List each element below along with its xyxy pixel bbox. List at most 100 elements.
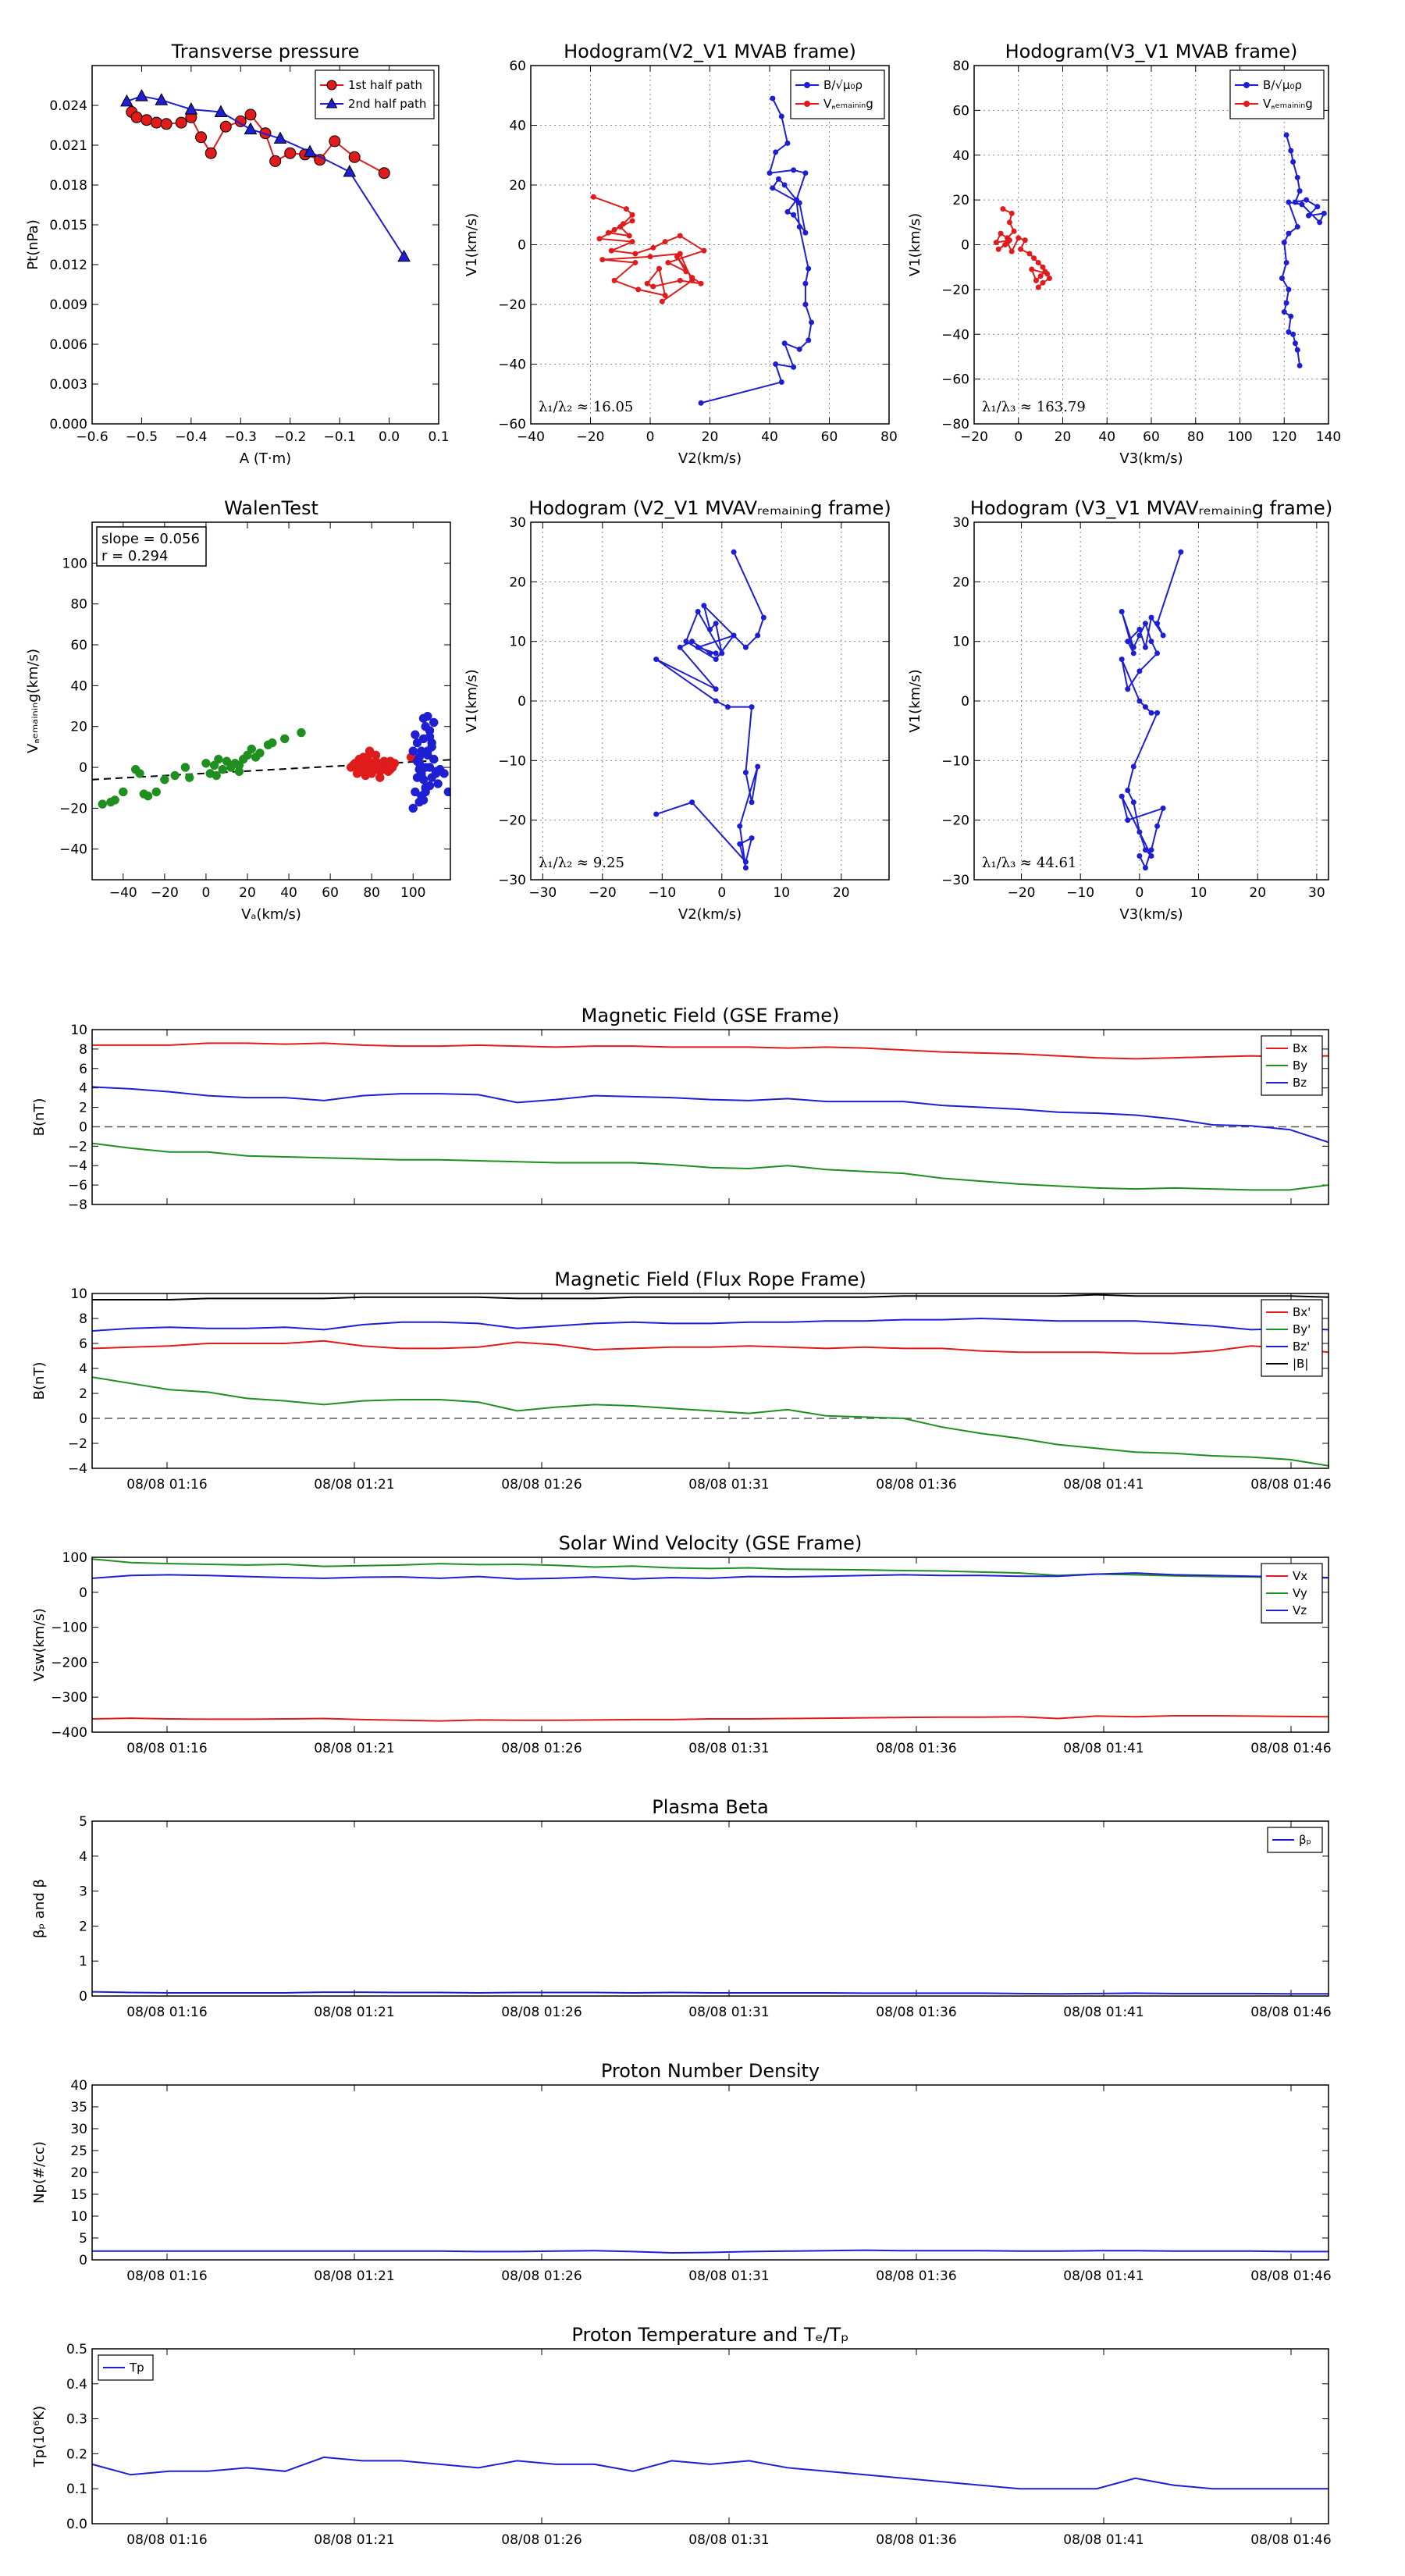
x-tick-label: 08/08 01:16 [126, 2532, 207, 2548]
x-tick-label: −0.6 [76, 429, 108, 445]
chart-title: Hodogram(V3_V1 MVAB frame) [1005, 41, 1298, 62]
series-marker [742, 859, 749, 865]
legend-label: V₏ₑₘₐᵢₙᵢₙg [1263, 97, 1313, 111]
series-marker [1142, 644, 1148, 650]
x-tick-label: −0.1 [324, 429, 356, 445]
series-marker [1286, 199, 1292, 205]
series-marker [378, 167, 390, 180]
legend-box [315, 69, 435, 119]
x-tick-label: 20 [702, 429, 719, 445]
series-marker [150, 116, 162, 129]
series-marker [791, 212, 797, 218]
x-axis-label: V2(km/s) [678, 906, 742, 923]
y-tick-label: 2 [79, 1101, 87, 1116]
plot-frame [91, 521, 451, 881]
series-marker [802, 280, 809, 286]
y-tick-label: −8 [68, 1197, 87, 1213]
chart-ts_tp: 0.0 0.1 0.2 0.3 0.4 0.5 08/08 01:16 08/08 01:21… [31, 2324, 1332, 2548]
chart-title: Magnetic Field (Flux Rope Frame) [554, 1268, 866, 1290]
series-marker [140, 114, 153, 126]
series-marker [677, 233, 683, 239]
series-marker [1040, 264, 1046, 270]
x-tick-label: 08/08 01:36 [876, 1741, 956, 1756]
series-marker [784, 140, 791, 146]
series-marker [1160, 805, 1166, 811]
x-tick-label: 08/08 01:36 [876, 2532, 956, 2548]
scatter-point-green [247, 744, 257, 754]
x-tick-label: 08/08 01:41 [1063, 1741, 1144, 1756]
series-marker [1281, 309, 1287, 315]
y-tick-label: −6 [68, 1178, 87, 1194]
plot-area [92, 1558, 1329, 1722]
series-line-Bz [92, 1086, 1329, 1144]
series-marker [719, 650, 725, 656]
legend-label: B/√μ₀ρ [1263, 78, 1302, 92]
scatter-point-green [268, 738, 277, 748]
scatter-point-blue [412, 756, 422, 766]
series-line-Bz' [92, 1317, 1329, 1332]
plot-area [590, 95, 815, 406]
x-tick-label: 08/08 01:31 [688, 2005, 769, 2020]
plot-frame [91, 2348, 1329, 2524]
y-tick-label: 0 [518, 238, 526, 254]
series-marker [1321, 210, 1327, 216]
series-marker [802, 229, 809, 236]
legend-marker [804, 82, 810, 88]
series-marker [802, 170, 809, 176]
legend-box [790, 69, 885, 119]
y-tick-label: 0.5 [66, 2342, 87, 2357]
series-marker [629, 239, 635, 245]
scatter-point-blue [411, 787, 420, 797]
series-line-1 [126, 95, 405, 258]
y-tick-label: 20 [509, 575, 526, 590]
y-tick-label: 0 [79, 1119, 87, 1135]
y-tick-label: 10 [70, 1286, 87, 1302]
scatter-point-green [119, 787, 128, 797]
x-tick-label: 80 [363, 885, 380, 901]
y-axis-label: βₚ and β [31, 1879, 48, 1938]
y-tick-label: 100 [62, 1550, 87, 1566]
series-marker [214, 105, 228, 117]
series-marker [701, 247, 707, 254]
series-marker [742, 770, 749, 776]
chart-title: WalenTest [224, 497, 318, 519]
series-marker [1022, 237, 1028, 244]
x-tick-label: 0.1 [428, 429, 449, 445]
scatter-point-green [297, 728, 306, 738]
chart-title: Solar Wind Velocity (GSE Frame) [559, 1532, 863, 1554]
series-marker [695, 644, 701, 650]
series-marker [775, 176, 781, 182]
series-marker [343, 164, 357, 177]
legend-marker [1243, 101, 1250, 107]
series-marker [737, 823, 743, 829]
ratio-annotation: λ₁/λ₃ ≈ 44.61 [982, 855, 1076, 871]
scatter-point-green [170, 770, 180, 781]
x-tick-label: −0.3 [225, 429, 257, 445]
series-marker [647, 254, 653, 260]
x-tick-label: 20 [833, 885, 850, 901]
series-marker [1154, 621, 1161, 627]
y-tick-label: 0.015 [49, 218, 87, 233]
series-marker [1119, 793, 1125, 799]
series-marker [1011, 228, 1017, 234]
scatter-point-green [160, 775, 169, 785]
series-marker [195, 131, 208, 144]
scatter-point-red [389, 759, 400, 768]
x-tick-label: 08/08 01:31 [688, 1741, 769, 1756]
y-tick-label: −100 [51, 1621, 87, 1636]
series-marker [650, 283, 656, 290]
series-marker [130, 111, 143, 123]
series-marker [698, 280, 704, 286]
series-marker [677, 277, 683, 283]
series-marker [1288, 313, 1294, 319]
series-marker [329, 135, 341, 148]
x-tick-label: 0 [1014, 429, 1023, 445]
series-marker [689, 639, 695, 645]
x-tick-label: 0 [202, 885, 211, 901]
chart-title: Hodogram (V2_V1 MVAVᵣₑₘₐᵢₙᵢₙg frame) [528, 497, 891, 519]
y-tick-label: −40 [498, 358, 526, 373]
series-marker [1136, 668, 1143, 674]
legend-box [1261, 1299, 1323, 1377]
series-marker [695, 609, 701, 614]
series-marker [791, 167, 797, 173]
